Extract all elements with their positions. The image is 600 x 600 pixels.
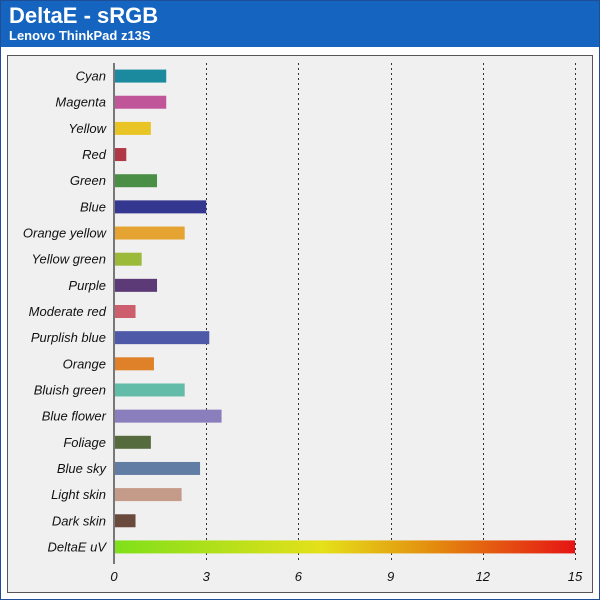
x-tick-label: 15: [568, 569, 583, 584]
x-tick-label: 6: [295, 569, 303, 584]
category-label: DeltaE uV: [47, 539, 107, 554]
category-label: Yellow: [68, 121, 107, 136]
category-label: Magenta: [55, 95, 106, 110]
chart-subtitle: Lenovo ThinkPad z13S: [9, 28, 151, 43]
category-label: Light skin: [51, 487, 106, 502]
bar-red: [115, 148, 127, 162]
bar-blue: [115, 200, 207, 214]
bar-yellow: [115, 121, 151, 135]
x-tick-label: 0: [110, 569, 118, 584]
bar-deltae-uv: [115, 540, 575, 554]
bar-cyan: [115, 69, 167, 83]
category-label: Orange: [63, 356, 106, 371]
bar-blue-sky: [115, 461, 201, 475]
bar-light-skin: [115, 488, 182, 502]
x-tick-label: 3: [203, 569, 211, 584]
category-label: Yellow green: [32, 252, 106, 267]
bar-yellow-green: [115, 252, 142, 266]
chart-title: DeltaE - sRGB: [9, 3, 159, 28]
bar-green: [115, 174, 158, 188]
category-label: Red: [82, 147, 107, 162]
category-label: Blue sky: [57, 461, 108, 476]
category-label: Green: [70, 173, 106, 188]
chart-header: DeltaE - sRGB Lenovo ThinkPad z13S: [1, 1, 599, 47]
category-label: Moderate red: [29, 304, 107, 319]
bar-bluish-green: [115, 383, 185, 397]
bar-blue-flower: [115, 409, 222, 423]
bar-orange: [115, 357, 154, 371]
plot-area: [7, 55, 593, 593]
category-label: Cyan: [76, 69, 106, 84]
category-label: Foliage: [63, 435, 106, 450]
category-label: Purplish blue: [31, 330, 106, 345]
category-label: Orange yellow: [23, 226, 108, 241]
category-label: Dark skin: [52, 513, 106, 528]
bar-magenta: [115, 95, 167, 109]
bar-purplish-blue: [115, 331, 210, 345]
bar-moderate-red: [115, 305, 136, 318]
category-label: Bluish green: [34, 382, 106, 397]
category-label: Blue: [80, 199, 106, 214]
category-label: Blue flower: [42, 409, 107, 424]
x-tick-label: 9: [387, 569, 394, 584]
x-tick-label: 12: [476, 569, 491, 584]
bar-purple: [115, 278, 158, 292]
bar-orange-yellow: [115, 226, 185, 240]
category-label: Purple: [68, 278, 106, 293]
bar-foliage: [115, 435, 151, 449]
bar-dark-skin: [115, 514, 136, 528]
